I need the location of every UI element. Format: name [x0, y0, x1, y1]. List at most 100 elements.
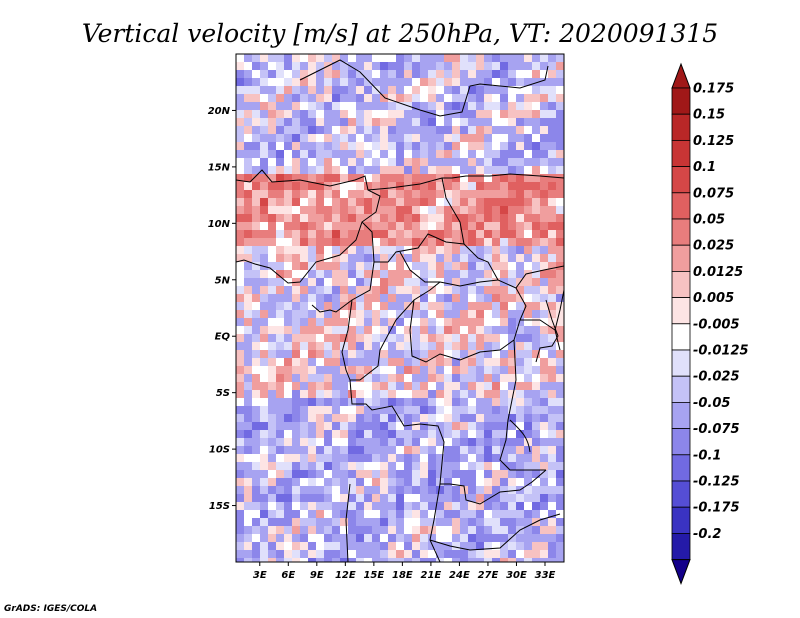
field-cell	[380, 126, 388, 134]
field-cell	[436, 62, 444, 70]
field-cell	[252, 310, 260, 318]
field-cell	[548, 334, 556, 342]
field-cell	[356, 366, 364, 374]
field-cell	[340, 558, 348, 562]
field-cell	[388, 94, 396, 102]
y-tick-label: 10N	[208, 219, 231, 230]
field-cell	[252, 70, 260, 78]
field-cell	[436, 518, 444, 526]
field-cell	[556, 238, 564, 246]
field-cell	[500, 526, 508, 534]
field-cell	[276, 182, 284, 190]
field-cell	[300, 286, 308, 294]
field-cell	[556, 414, 564, 422]
field-cell	[532, 214, 540, 222]
field-cell	[524, 454, 532, 462]
field-cell	[388, 262, 396, 270]
field-cell	[396, 526, 404, 534]
field-cell	[508, 190, 516, 198]
field-cell	[356, 62, 364, 70]
field-cell	[372, 278, 380, 286]
field-cell	[268, 182, 276, 190]
field-cell	[372, 486, 380, 494]
field-cell	[452, 374, 460, 382]
field-cell	[452, 70, 460, 78]
field-cell	[356, 302, 364, 310]
field-cell	[404, 446, 412, 454]
field-cell	[492, 542, 500, 550]
field-cell	[300, 214, 308, 222]
field-cell	[404, 414, 412, 422]
field-cell	[420, 526, 428, 534]
field-cell	[292, 342, 300, 350]
colorbar-label: -0.005	[693, 317, 740, 332]
field-cell	[236, 62, 244, 70]
field-cell	[428, 54, 436, 62]
field-cell	[300, 518, 308, 526]
field-cell	[300, 438, 308, 446]
field-cell	[452, 182, 460, 190]
field-cell	[372, 254, 380, 262]
field-cell	[492, 526, 500, 534]
field-cell	[372, 398, 380, 406]
field-cell	[340, 414, 348, 422]
field-cell	[412, 422, 420, 430]
field-cell	[292, 142, 300, 150]
field-cell	[364, 182, 372, 190]
field-cell	[404, 398, 412, 406]
field-cell	[332, 422, 340, 430]
field-cell	[556, 358, 564, 366]
field-cell	[332, 318, 340, 326]
field-cell	[308, 318, 316, 326]
field-cell	[508, 318, 516, 326]
field-cell	[460, 286, 468, 294]
field-cell	[476, 310, 484, 318]
field-cell	[380, 470, 388, 478]
field-cell	[548, 206, 556, 214]
field-cell	[348, 334, 356, 342]
field-cell	[428, 558, 436, 562]
field-cell	[484, 62, 492, 70]
field-cell	[244, 406, 252, 414]
field-cell	[356, 374, 364, 382]
field-cell	[396, 118, 404, 126]
field-cell	[428, 158, 436, 166]
field-cell	[516, 102, 524, 110]
field-cell	[404, 118, 412, 126]
field-cell	[452, 526, 460, 534]
field-cell	[348, 142, 356, 150]
field-cell	[292, 478, 300, 486]
field-cell	[284, 470, 292, 478]
field-cell	[356, 110, 364, 118]
field-cell	[324, 94, 332, 102]
field-cell	[308, 326, 316, 334]
field-cell	[300, 414, 308, 422]
field-cell	[380, 70, 388, 78]
field-cell	[452, 270, 460, 278]
field-cell	[484, 358, 492, 366]
field-cell	[308, 158, 316, 166]
field-cell	[548, 326, 556, 334]
field-cell	[300, 318, 308, 326]
field-cell	[324, 206, 332, 214]
field-cell	[548, 198, 556, 206]
field-cell	[244, 350, 252, 358]
field-cell	[524, 358, 532, 366]
field-cell	[364, 494, 372, 502]
field-cell	[244, 238, 252, 246]
field-cell	[508, 478, 516, 486]
field-cell	[252, 118, 260, 126]
field-cell	[388, 310, 396, 318]
field-cell	[460, 542, 468, 550]
field-cell	[292, 558, 300, 562]
field-cell	[380, 494, 388, 502]
field-cell	[556, 54, 564, 62]
field-cell	[468, 366, 476, 374]
field-cell	[396, 406, 404, 414]
field-cell	[412, 446, 420, 454]
field-cell	[500, 254, 508, 262]
field-cell	[260, 470, 268, 478]
field-cell	[404, 62, 412, 70]
field-cell	[260, 422, 268, 430]
field-cell	[324, 326, 332, 334]
